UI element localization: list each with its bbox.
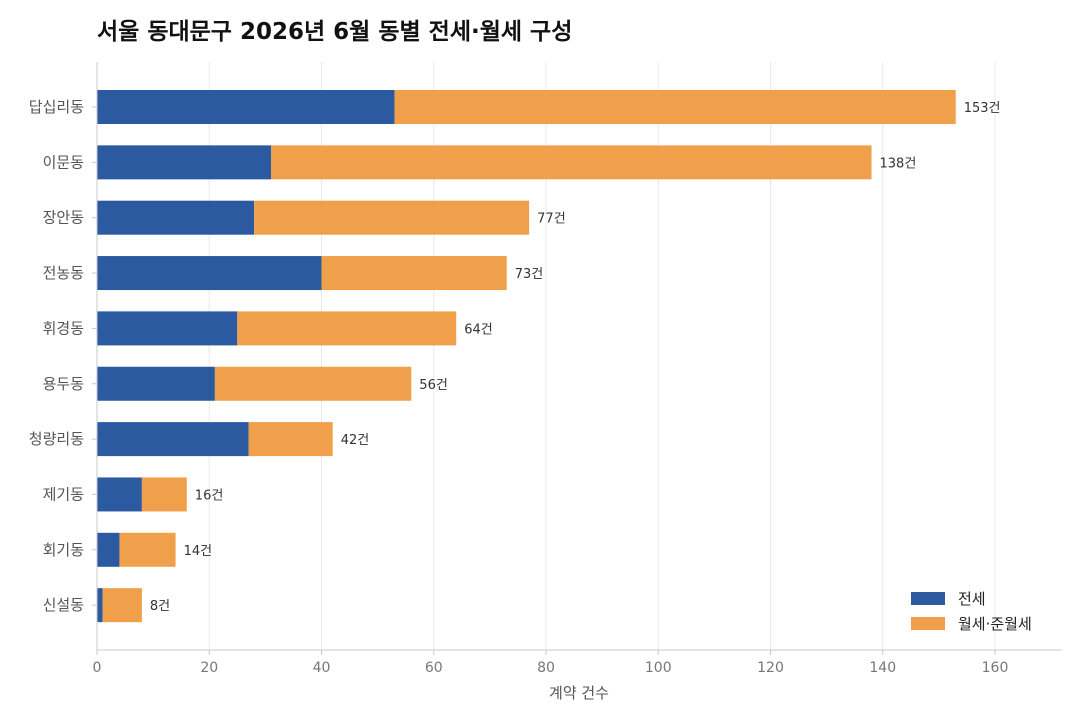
category-label: 장안동: [43, 209, 85, 227]
bar-segment-jeonse: [97, 532, 120, 567]
category-label: 휘경동: [43, 319, 85, 337]
bar-segment-wolse: [321, 256, 507, 291]
chart-title: 서울 동대문구 2026년 6월 동별 전세·월세 구성: [97, 19, 572, 45]
bar-segment-wolse: [270, 145, 872, 180]
bar-segment-jeonse: [97, 200, 255, 235]
x-tick-label: 140: [869, 660, 896, 676]
category-label: 답십리동: [29, 98, 84, 116]
category-label: 신설동: [43, 596, 85, 614]
bar-segment-wolse: [237, 311, 457, 346]
x-tick-label: 100: [645, 660, 672, 676]
total-label: 77건: [537, 212, 566, 227]
category-label: 청량리동: [29, 430, 84, 448]
x-tick-label: 40: [313, 660, 331, 676]
x-tick-label: 120: [757, 660, 784, 676]
bar-segment-jeonse: [97, 311, 238, 346]
bar-segment-jeonse: [97, 90, 395, 124]
legend-swatch-wolse: [911, 617, 945, 630]
total-label: 8건: [150, 599, 170, 614]
legend-swatch-jeonse: [911, 592, 945, 605]
x-tick-label: 80: [537, 660, 555, 676]
category-label: 이문동: [43, 153, 85, 171]
bar-segment-jeonse: [97, 477, 142, 512]
total-label: 56건: [419, 378, 448, 393]
category-label: 회기동: [43, 541, 85, 559]
x-axis-title: 계약 건수: [549, 684, 609, 702]
total-label: 153건: [964, 101, 1001, 116]
total-label: 16건: [195, 488, 224, 503]
category-label: 전농동: [43, 264, 85, 282]
category-label: 제기동: [43, 485, 85, 503]
bar-segment-wolse: [102, 588, 142, 623]
x-tick-label: 60: [425, 660, 443, 676]
bar-segment-jeonse: [97, 145, 271, 180]
category-label: 용두동: [43, 375, 85, 393]
x-tick-label: 0: [93, 660, 102, 676]
total-label: 42건: [341, 433, 370, 448]
bar-segment-jeonse: [97, 366, 215, 401]
total-label: 138건: [880, 156, 917, 171]
legend-label: 전세: [958, 590, 986, 608]
bar-segment-wolse: [394, 90, 956, 124]
legend-label: 월세·준월세: [958, 615, 1032, 633]
bar-segment-wolse: [141, 477, 187, 512]
total-label: 64건: [464, 322, 493, 337]
x-tick-label: 20: [200, 660, 218, 676]
bar-segment-wolse: [214, 366, 412, 401]
bar-segment-jeonse: [97, 588, 103, 623]
bars: [97, 90, 956, 623]
bar-segment-jeonse: [97, 256, 322, 291]
bar-segment-wolse: [119, 532, 176, 567]
total-label: 14건: [184, 544, 213, 559]
total-label: 73건: [515, 267, 544, 282]
x-tick-label: 160: [982, 660, 1009, 676]
bar-segment-wolse: [248, 422, 333, 457]
bar-segment-jeonse: [97, 422, 249, 457]
bar-segment-wolse: [254, 200, 530, 235]
